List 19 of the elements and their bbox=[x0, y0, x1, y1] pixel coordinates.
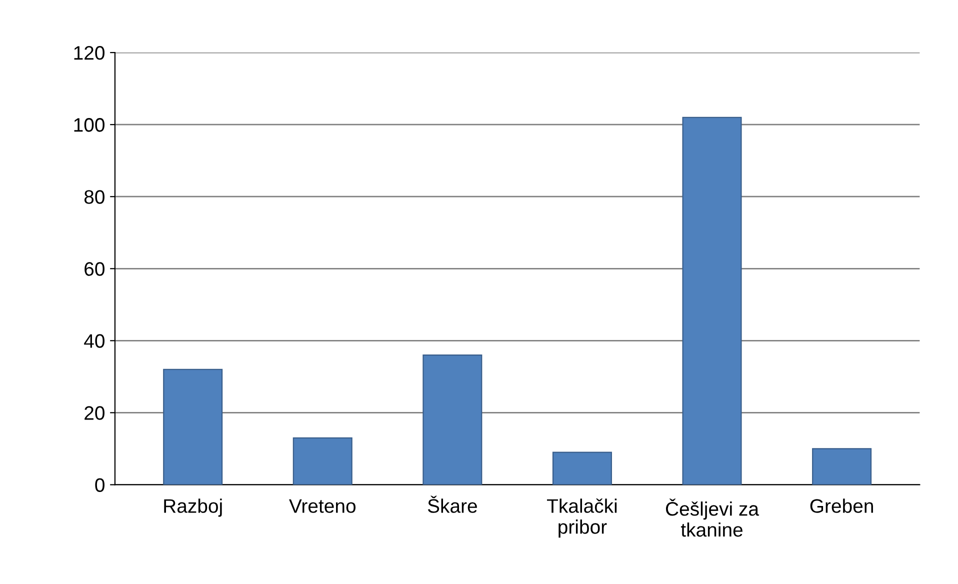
y-tick-label: 120 bbox=[74, 46, 104, 60]
y-tick-label: 80 bbox=[84, 190, 104, 204]
y-tick-label: 0 bbox=[95, 478, 104, 492]
x-tick-label: Češljevi za tkanine bbox=[666, 498, 760, 537]
y-tick-label: 40 bbox=[84, 334, 104, 348]
y-tick-label: 60 bbox=[84, 262, 104, 276]
bar bbox=[682, 116, 742, 485]
y-tick-label: 100 bbox=[74, 118, 104, 132]
x-tick-label: Vreteno bbox=[289, 499, 356, 513]
bar bbox=[163, 368, 223, 485]
x-tick-label: Tkalački pribor bbox=[547, 498, 617, 538]
bar bbox=[812, 448, 872, 485]
bar bbox=[292, 437, 352, 485]
x-tick-label: Greben bbox=[810, 498, 873, 513]
x-tick-label: Škare bbox=[428, 496, 477, 513]
y-tick-label: 20 bbox=[84, 406, 104, 420]
x-tick-label: Razboj bbox=[164, 498, 222, 517]
bar bbox=[552, 452, 612, 485]
bar bbox=[422, 354, 482, 485]
